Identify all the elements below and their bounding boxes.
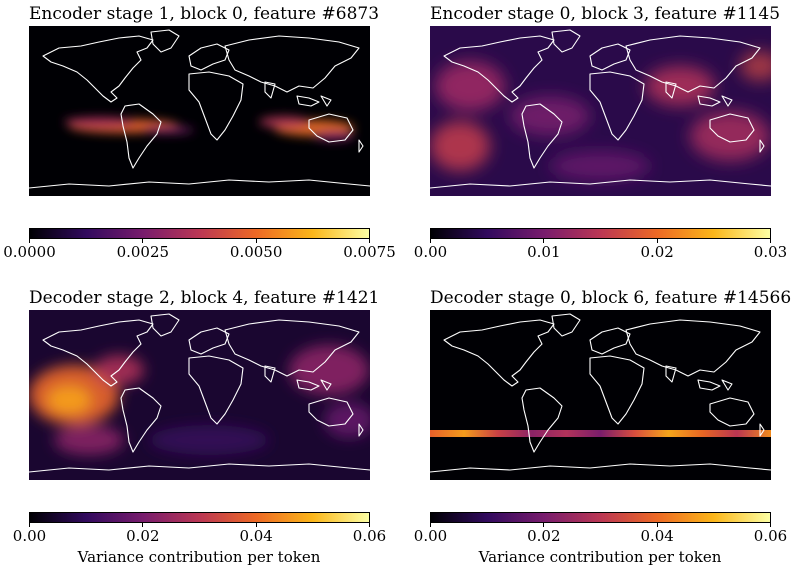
colorbar-tick — [29, 523, 30, 527]
colorbar-tick-label: 0.04 — [239, 527, 273, 545]
colorbar-tick-label: 0.03 — [753, 243, 788, 261]
colorbar-tick — [656, 523, 658, 527]
colorbar — [430, 512, 771, 523]
colorbar-tick-label: 0.01 — [527, 243, 561, 261]
colorbar-tick — [430, 239, 431, 243]
colorbar-tick-label: 0.0025 — [116, 243, 170, 261]
heatmap-svg — [29, 29, 370, 189]
colorbar-tick — [430, 523, 431, 527]
colorbar-tick — [770, 239, 771, 243]
colorbar-tick — [656, 239, 658, 243]
colorbar-tick — [255, 523, 257, 527]
colorbar-tick-label: 0.06 — [753, 527, 788, 545]
colorbar-tick — [369, 523, 370, 527]
colorbar — [29, 228, 370, 239]
colorbar-tick-label: 0.0000 — [3, 243, 56, 261]
colorbar-tick-label: 0.02 — [126, 527, 160, 545]
colorbar-tick-label: 0.06 — [352, 527, 387, 545]
colorbar — [430, 228, 771, 239]
colorbar-tick-label: 0.02 — [640, 243, 674, 261]
panel-title: Encoder stage 0, block 3, feature #1145 — [430, 4, 781, 24]
colorbar — [29, 512, 370, 523]
heatmap-map — [29, 26, 370, 196]
heatmap-svg — [430, 29, 771, 189]
colorbar-tick-label: 0.0050 — [229, 243, 283, 261]
colorbar-tick-label: 0.0075 — [343, 243, 396, 261]
heatmap-map — [430, 310, 771, 480]
colorbar-tick-label: 0.00 — [413, 243, 448, 261]
colorbar-tick — [543, 239, 545, 243]
colorbar-tick-label: 0.04 — [640, 527, 674, 545]
panel-title: Decoder stage 0, block 6, feature #14566 — [430, 288, 792, 308]
colorbar-label: Variance contribution per token — [478, 548, 722, 566]
heatmap-svg — [29, 313, 370, 473]
heatmap-map — [430, 26, 771, 196]
colorbar-tick — [255, 239, 257, 243]
colorbar-tick — [369, 239, 370, 243]
panel-title: Decoder stage 2, block 4, feature #1421 — [29, 288, 380, 308]
colorbar-tick-label: 0.00 — [413, 527, 448, 545]
colorbar-tick — [29, 239, 30, 243]
colorbar-tick — [770, 523, 771, 527]
colorbar-tick — [142, 239, 144, 243]
heatmap-map — [29, 310, 370, 480]
colorbar-label: Variance contribution per token — [77, 548, 321, 566]
panel-title: Encoder stage 1, block 0, feature #6873 — [29, 4, 380, 24]
colorbar-tick — [543, 523, 545, 527]
colorbar-tick — [142, 523, 144, 527]
colorbar-tick-label: 0.00 — [12, 527, 47, 545]
heatmap-svg — [430, 313, 771, 473]
colorbar-tick-label: 0.02 — [527, 527, 561, 545]
